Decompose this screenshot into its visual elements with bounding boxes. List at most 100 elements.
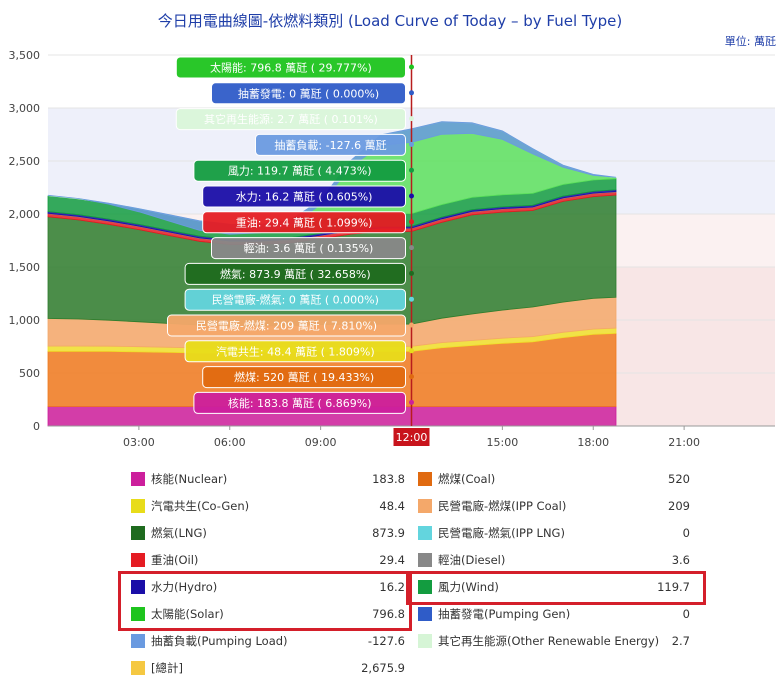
hover-tooltip: 汽電共生: 48.4 萬瓩 ( 1.809%): [184, 340, 414, 363]
legend-item[interactable]: 抽蓄負載(Pumping Load): [131, 630, 288, 652]
legend-swatch: [131, 499, 145, 513]
cursor-marker: [409, 399, 414, 405]
tooltip-text: 其它再生能源: 2.7 萬瓩 ( 0.101%): [204, 112, 378, 126]
legend-swatch: [418, 526, 432, 540]
y-tick-label: 1,000: [9, 314, 41, 327]
x-tick-label: 21:00: [668, 436, 700, 449]
legend-value: 209: [668, 499, 690, 513]
hover-tooltip: 燃煤: 520 萬瓩 ( 19.433%): [202, 366, 414, 389]
legend-value: 2.7: [671, 634, 690, 648]
legend-value: 48.4: [379, 499, 405, 513]
legend-item[interactable]: 燃氣(LNG): [131, 522, 207, 544]
legend-item[interactable]: 民營電廠-燃煤(IPP Coal): [418, 495, 566, 517]
chart-title: 今日用電曲線圖-依燃料類別 (Load Curve of Today – by …: [157, 12, 623, 30]
legend-label: 汽電共生(Co-Gen): [151, 499, 250, 513]
legend-value: 3.6: [671, 553, 690, 567]
cursor-marker: [409, 193, 414, 199]
x-tick-label: 15:00: [487, 436, 519, 449]
y-tick-label: 3,500: [9, 49, 41, 62]
hover-tooltip: 抽蓄負載: -127.6 萬瓩: [255, 133, 414, 156]
tooltip-text: 燃煤: 520 萬瓩 ( 19.433%): [234, 370, 374, 384]
legend-label: 民營電廠-燃氣(IPP LNG): [438, 526, 565, 540]
unit-label: 單位: 萬瓩: [724, 35, 776, 48]
hover-tooltip: 風力: 119.7 萬瓩 ( 4.473%): [193, 159, 414, 182]
legend-label: 核能(Nuclear): [151, 472, 228, 486]
tooltip-text: 抽蓄負載: -127.6 萬瓩: [274, 138, 386, 152]
legend-label: 其它再生能源(Other Renewable Energy): [438, 634, 660, 648]
hover-tooltip: 民營電廠-燃煤: 209 萬瓩 ( 7.810%): [167, 314, 414, 337]
legend-label: 抽蓄負載(Pumping Load): [151, 634, 288, 648]
legend-label: 重油(Oil): [151, 553, 199, 567]
y-tick-label: 500: [19, 367, 40, 380]
legend-label: 太陽能(Solar): [151, 607, 224, 621]
highlight-wind: [406, 571, 706, 605]
legend-value: 873.9: [372, 526, 405, 540]
cursor-time-badge: [393, 428, 430, 446]
tooltip-text: 民營電廠-燃氣: 0 萬瓩 ( 0.000%): [212, 293, 379, 307]
hover-tooltip: 核能: 183.8 萬瓩 ( 6.869%): [193, 391, 414, 414]
legend-value: 29.4: [379, 553, 405, 567]
tooltip-text: 燃氣: 873.9 萬瓩 ( 32.658%): [220, 267, 371, 281]
cursor-marker: [409, 90, 414, 96]
hover-tooltip: 其它再生能源: 2.7 萬瓩 ( 0.101%): [175, 108, 414, 131]
legend-item[interactable]: 抽蓄發電(Pumping Gen): [418, 603, 570, 625]
legend-swatch: [418, 607, 432, 621]
legend-label: 燃煤(Coal): [438, 472, 496, 486]
legend-swatch: [131, 634, 145, 648]
x-tick-label: 03:00: [123, 436, 155, 449]
legend-swatch: [131, 526, 145, 540]
legend-item[interactable]: 水力(Hydro): [131, 576, 217, 598]
legend-item[interactable]: 核能(Nuclear): [131, 468, 227, 490]
tooltip-text: 抽蓄發電: 0 萬瓩 ( 0.000%): [238, 86, 379, 100]
legend-item[interactable]: 燃煤(Coal): [418, 468, 495, 490]
load-curve-chart[interactable]: 0 500 1,000 1,500 2,000 2,500 3,000 3,500 03:00 0…: [0, 0, 780, 462]
y-tick-label: 1,500: [9, 261, 41, 274]
legend-value: 520: [668, 472, 690, 486]
legend-swatch: [131, 580, 145, 594]
legend-item[interactable]: 太陽能(Solar): [131, 603, 224, 625]
legend-swatch: [131, 607, 145, 621]
legend-item[interactable]: 重油(Oil): [131, 549, 198, 571]
legend-value: 796.8: [372, 607, 405, 621]
legend-item[interactable]: 風力(Wind): [418, 576, 499, 598]
legend-value: -127.6: [367, 634, 405, 648]
y-tick-label: 0: [33, 420, 40, 433]
cursor-marker: [409, 245, 414, 251]
hover-tooltip: 燃氣: 873.9 萬瓩 ( 32.658%): [184, 262, 414, 285]
cursor-marker: [409, 322, 414, 328]
cursor-marker: [409, 296, 414, 302]
legend-item[interactable]: 汽電共生(Co-Gen): [131, 495, 249, 517]
legend-swatch: [418, 580, 432, 594]
legend-item[interactable]: 其它再生能源(Other Renewable Energy): [418, 630, 659, 652]
hover-tooltip: 輕油: 3.6 萬瓩 ( 0.135%): [211, 237, 414, 260]
cursor-marker: [409, 64, 414, 70]
legend-label: 燃氣(LNG): [151, 526, 207, 540]
tooltip-text: 水力: 16.2 萬瓩 ( 0.605%): [236, 191, 373, 204]
hover-tooltip: 抽蓄發電: 0 萬瓩 ( 0.000%): [211, 82, 414, 105]
tooltip-text: 風力: 119.7 萬瓩 ( 4.473%): [228, 165, 372, 178]
legend-value: 0: [682, 526, 690, 540]
legend-swatch: [418, 499, 432, 513]
legend-swatch: [131, 661, 145, 675]
hover-tooltip: 民營電廠-燃氣: 0 萬瓩 ( 0.000%): [184, 288, 414, 311]
legend-item[interactable]: [總計]: [131, 657, 183, 679]
tooltip-text: 汽電共生: 48.4 萬瓩 ( 1.809%): [216, 344, 375, 358]
cursor-marker: [409, 116, 414, 122]
legend-item[interactable]: 民營電廠-燃氣(IPP LNG): [418, 522, 565, 544]
tooltip-text: 重油: 29.4 萬瓩 ( 1.099%): [236, 215, 373, 229]
hover-tooltip: 水力: 16.2 萬瓩 ( 0.605%): [202, 185, 414, 208]
cursor-marker: [409, 374, 414, 380]
legend-label: 抽蓄發電(Pumping Gen): [438, 607, 571, 621]
tooltip-text: 太陽能: 796.8 萬瓩 ( 29.777%): [210, 61, 372, 75]
cursor-marker: [409, 348, 414, 354]
legend-value: 0: [682, 607, 690, 621]
cursor-time-label: 12:00: [396, 431, 428, 444]
cursor-marker: [409, 270, 414, 276]
x-tick-label: 18:00: [577, 436, 609, 449]
legend-table: 核能(Nuclear) 183.8 燃煤(Coal) 520 汽電共生(Co-Gen) 4…: [0, 462, 780, 694]
legend-label: 民營電廠-燃煤(IPP Coal): [438, 499, 567, 513]
highlight-hydro-solar: [118, 571, 412, 631]
hover-tooltip: 太陽能: 796.8 萬瓩 ( 29.777%): [175, 56, 414, 79]
y-tick-label: 2,500: [9, 155, 41, 168]
legend-item[interactable]: 輕油(Diesel): [418, 549, 505, 571]
